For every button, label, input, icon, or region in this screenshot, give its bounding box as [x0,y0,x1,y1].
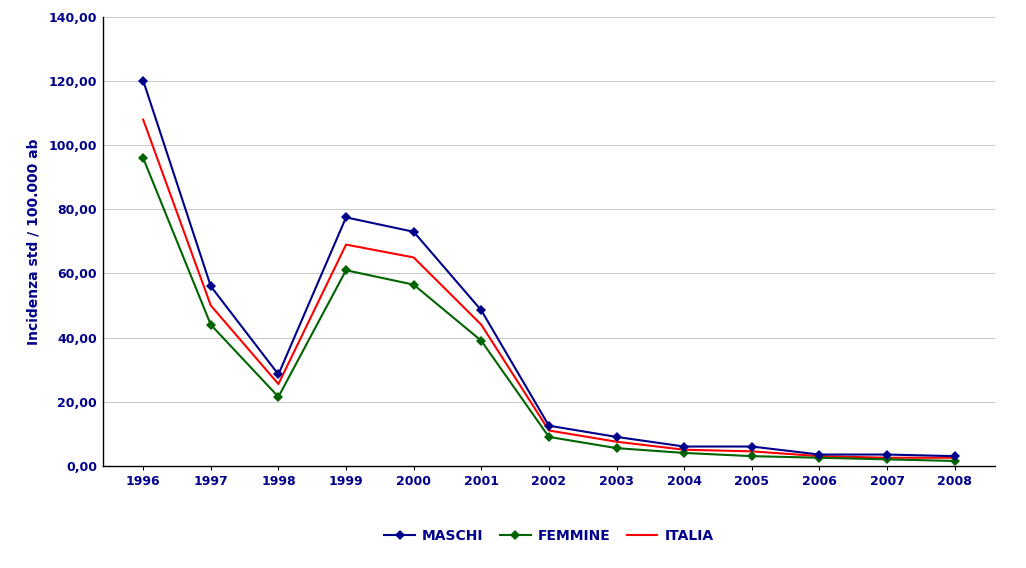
MASCHI [475,307,487,314]
ITALIA [610,438,623,445]
MASCHI [340,214,352,221]
ITALIA [543,427,555,434]
Legend: MASCHI, FEMMINE, ITALIA: MASCHI, FEMMINE, ITALIA [379,524,719,549]
FEMMINE [137,154,150,161]
MASCHI [407,228,420,235]
MASCHI [543,422,555,429]
ITALIA [204,302,216,309]
FEMMINE [948,458,960,465]
MASCHI [610,433,623,440]
Line: FEMMINE: FEMMINE [140,154,958,465]
FEMMINE [340,267,352,274]
FEMMINE [543,433,555,440]
ITALIA [407,254,420,261]
ITALIA [340,241,352,248]
ITALIA [137,116,150,123]
FEMMINE [678,449,690,456]
MASCHI [137,77,150,84]
MASCHI [881,451,894,458]
Line: ITALIA: ITALIA [144,120,954,458]
MASCHI [746,443,758,450]
FEMMINE [610,445,623,452]
FEMMINE [814,454,826,461]
MASCHI [678,443,690,450]
ITALIA [746,448,758,455]
FEMMINE [272,394,284,400]
ITALIA [814,453,826,460]
MASCHI [204,283,216,290]
Line: MASCHI: MASCHI [140,77,958,460]
FEMMINE [881,456,894,463]
ITALIA [678,446,690,453]
ITALIA [881,454,894,461]
FEMMINE [407,281,420,288]
MASCHI [814,451,826,458]
ITALIA [948,454,960,461]
FEMMINE [746,453,758,460]
FEMMINE [204,321,216,328]
Y-axis label: Incidenza std / 100.000 ab: Incidenza std / 100.000 ab [27,138,40,345]
ITALIA [272,381,284,387]
ITALIA [475,321,487,328]
MASCHI [948,453,960,460]
MASCHI [272,371,284,378]
FEMMINE [475,337,487,344]
